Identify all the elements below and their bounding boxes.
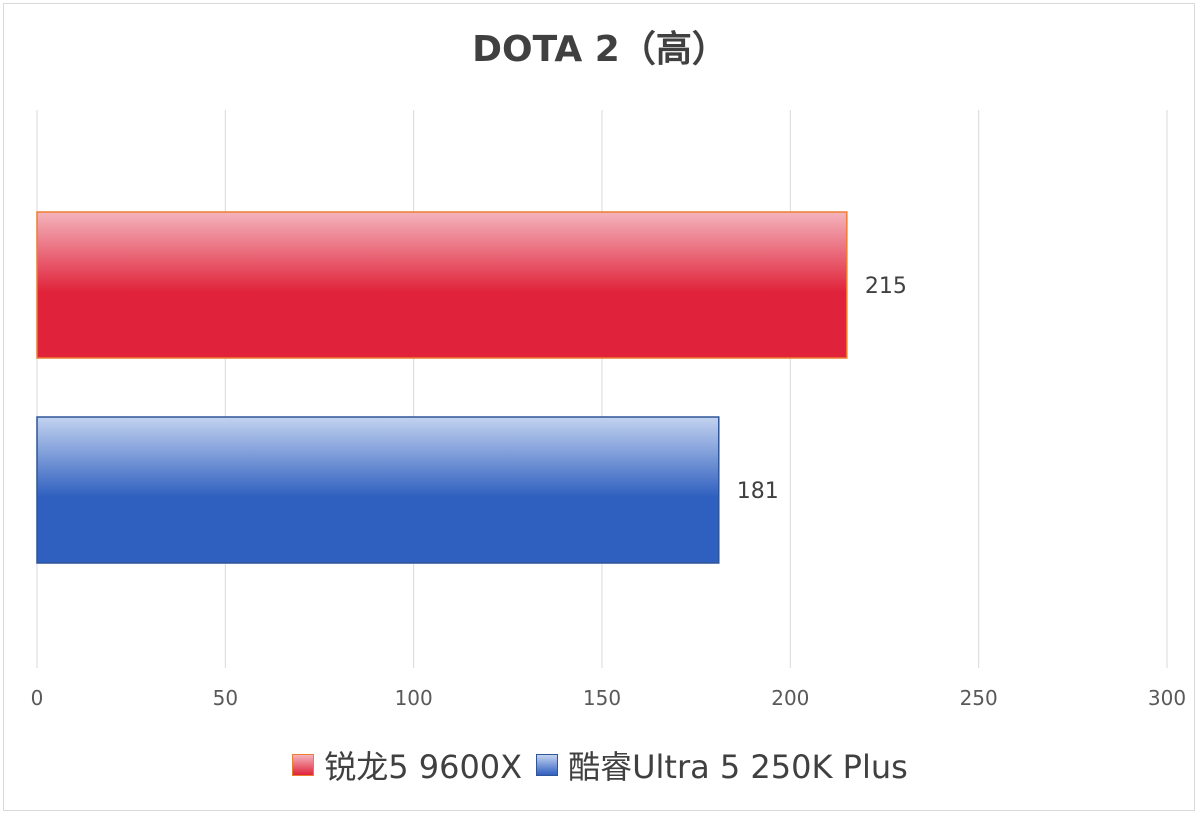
x-tick-label-2: 100 [395,686,433,710]
x-tick-label-1: 50 [213,686,238,710]
legend-item-series-1: 酷睿Ultra 5 250K Plus [536,742,908,788]
legend-label-series-1: 酷睿Ultra 5 250K Plus [568,748,908,786]
data-label-series-0: 215 [865,274,907,299]
x-tick-label-3: 150 [583,686,621,710]
legend-swatch-series-0 [292,754,315,776]
x-tick-label-4: 200 [771,686,809,710]
legend-label-series-0: 锐龙5 9600X [324,748,523,786]
x-tick-label-6: 300 [1148,686,1186,710]
data-label-series-1: 181 [737,479,779,504]
x-tick-label-0: 0 [31,686,44,710]
chart-title: DOTA 2（高） [472,29,728,70]
bar-series-1 [36,416,720,564]
x-tick-label-5: 250 [960,686,998,710]
chart-frame [3,3,1195,811]
legend-swatch-series-1 [536,754,559,776]
bar-series-0 [36,211,848,359]
chart-legend: 锐龙5 9600X 酷睿Ultra 5 250K Plus [0,742,1200,788]
legend-item-series-0: 锐龙5 9600X [292,742,522,788]
